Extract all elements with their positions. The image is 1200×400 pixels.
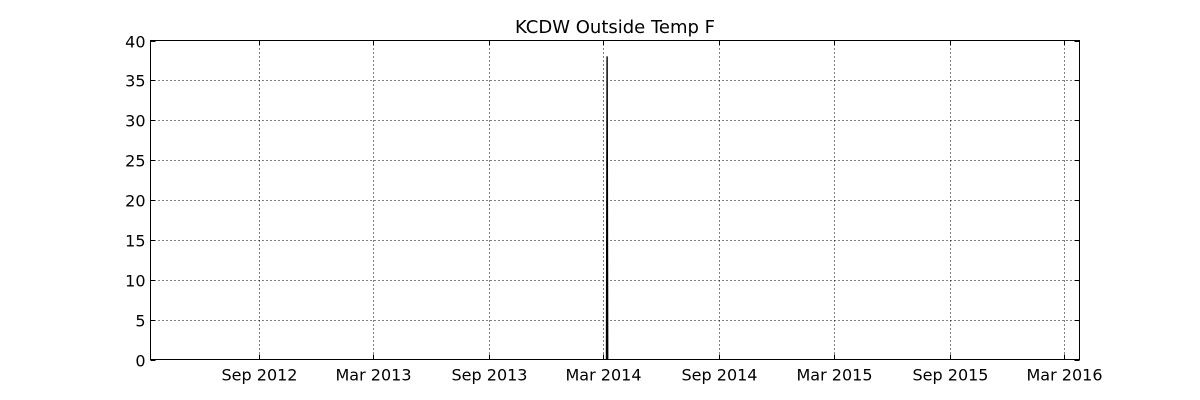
y-tick-label: 15 <box>125 232 145 251</box>
x-tick-label: Sep 2013 <box>452 366 528 385</box>
y-tick-label: 25 <box>125 152 145 171</box>
series-line <box>605 56 609 360</box>
y-tick-label: 30 <box>125 112 145 131</box>
x-tick-label: Mar 2016 <box>1027 366 1103 385</box>
x-tick-label: Mar 2014 <box>566 366 642 385</box>
y-tick-label: 20 <box>125 192 145 211</box>
x-tick-label: Sep 2014 <box>682 366 758 385</box>
y-tick-label: 5 <box>135 312 145 331</box>
y-tick-label: 0 <box>135 352 145 371</box>
x-tick-label: Mar 2013 <box>336 366 412 385</box>
x-tick-label: Mar 2015 <box>797 366 873 385</box>
x-tick-label: Sep 2012 <box>222 366 298 385</box>
chart-title: KCDW Outside Temp F <box>515 17 715 38</box>
y-tick-label: 10 <box>125 272 145 291</box>
plot-frame <box>150 40 1080 360</box>
ticks-layer: 0 5 10 15 20 25 30 35 40 Sep 2012 Mar 2013 Sep 2013… <box>125 33 1102 385</box>
grid-layer <box>150 40 1080 360</box>
series-layer <box>605 56 609 360</box>
y-tick-label: 35 <box>125 72 145 91</box>
y-tick-label: 40 <box>125 33 145 52</box>
x-tick-label: Sep 2015 <box>913 366 989 385</box>
